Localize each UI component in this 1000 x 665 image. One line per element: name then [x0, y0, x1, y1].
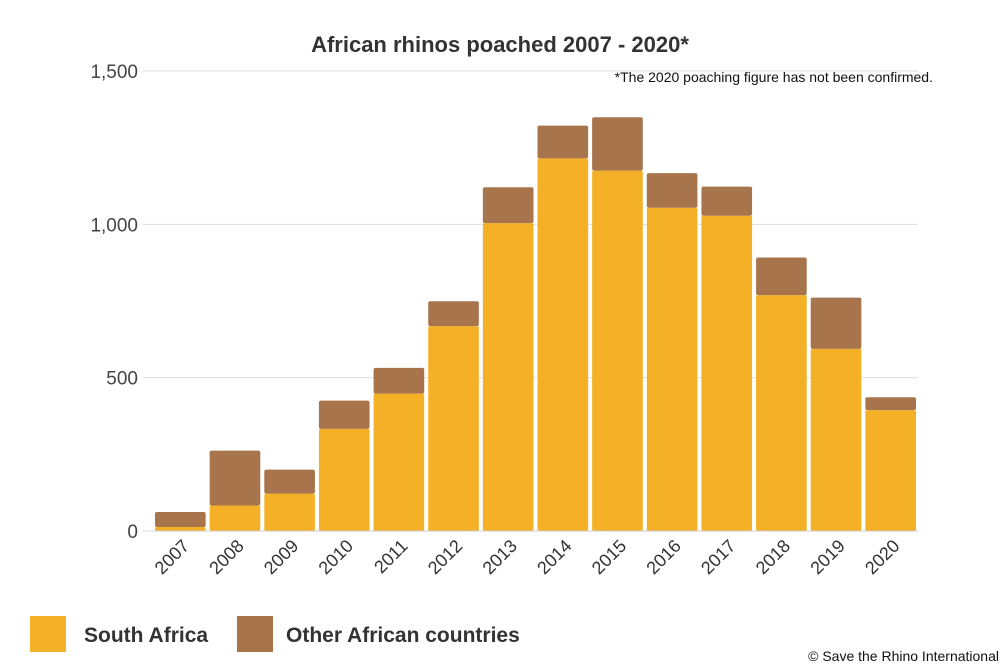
bar-other-african-countries-2007 [155, 511, 206, 528]
legend-swatch-other-african-countries [237, 616, 273, 652]
bar-other-african-countries-2010 [318, 400, 370, 429]
y-tick-label: 1,000 [90, 215, 138, 236]
bar-south-africa-2015 [592, 170, 643, 531]
bars [153, 117, 918, 532]
x-axis-ticks: 2007 2008 2009 2010 2011 2012 2013 2014 2015 2016… [151, 536, 904, 578]
bar-south-africa-2007 [155, 527, 206, 531]
x-tick-label: 2010 [315, 536, 357, 578]
x-tick-label: 2017 [697, 536, 739, 578]
y-tick-label: 0 [127, 522, 138, 543]
x-tick-label: 2012 [424, 536, 466, 578]
y-tick-label: 500 [106, 369, 138, 390]
bar-south-africa-2014 [537, 158, 589, 531]
bar-other-african-countries-2020 [865, 397, 916, 411]
x-tick-label: 2014 [533, 536, 575, 578]
x-tick-label: 2007 [151, 536, 193, 578]
y-tick-label: 1,500 [90, 62, 138, 83]
bar-south-africa-2017 [701, 215, 753, 531]
legend-label-other-african-countries: Other African countries [286, 624, 520, 647]
copyright-credit: © Save the Rhino International [808, 648, 999, 664]
bar-other-african-countries-2008 [209, 450, 261, 506]
bar-other-african-countries-2014 [537, 125, 589, 159]
bar-south-africa-2009 [264, 493, 315, 531]
bar-south-africa-2020 [865, 410, 916, 531]
bar-other-african-countries-2016 [646, 173, 698, 208]
bar-other-african-countries-2009 [264, 469, 315, 494]
bar-other-african-countries-2015 [592, 117, 643, 171]
bar-other-african-countries-2019 [810, 297, 862, 349]
bar-other-african-countries-2012 [428, 301, 479, 327]
x-tick-label: 2011 [370, 536, 412, 578]
x-tick-label: 2019 [806, 536, 848, 578]
bar-south-africa-2011 [373, 393, 425, 531]
legend-swatch-south-africa [30, 616, 66, 652]
y-axis-ticks: 0 500 1,000 1,500 [90, 62, 138, 543]
x-tick-label: 2016 [642, 536, 684, 578]
bar-south-africa-2013 [482, 223, 534, 531]
legend-label-south-africa: South Africa [84, 624, 208, 647]
chart-title: African rhinos poached 2007 - 2020* [311, 32, 689, 57]
bar-other-african-countries-2011 [373, 367, 425, 394]
bar-other-african-countries-2018 [756, 257, 807, 296]
bar-south-africa-2019 [810, 348, 862, 531]
bar-south-africa-2016 [646, 207, 698, 532]
bar-south-africa-2008 [209, 505, 261, 531]
x-tick-label: 2008 [205, 536, 247, 578]
x-tick-label: 2009 [260, 536, 302, 578]
bar-south-africa-2010 [318, 428, 370, 531]
bar-south-africa-2012 [428, 326, 479, 531]
x-tick-label: 2015 [588, 536, 630, 578]
x-tick-label: 2018 [752, 536, 794, 578]
chart-footnote: *The 2020 poaching figure has not been c… [615, 69, 933, 85]
bar-other-african-countries-2017 [701, 186, 753, 216]
legend: South Africa Other African countries [30, 616, 520, 652]
x-tick-label: 2020 [861, 536, 903, 578]
bar-south-africa-2018 [756, 295, 807, 531]
x-tick-label: 2013 [479, 536, 521, 578]
bar-other-african-countries-2013 [482, 187, 534, 224]
